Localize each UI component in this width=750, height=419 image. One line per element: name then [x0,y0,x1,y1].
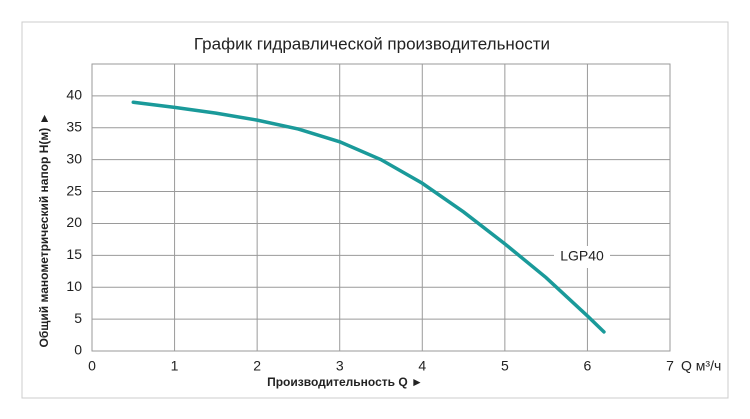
curve [131,100,606,334]
x-tick-label: 0 [88,358,96,374]
y-tick-label: 5 [74,310,82,326]
x-tick-label: 4 [418,358,426,374]
y-tick-label: 10 [66,278,82,294]
x-axis-label: Производительность Q ► [267,375,423,389]
x-unit-label: Q м³/ч [681,358,721,374]
x-tick-label: 7 [666,358,674,374]
x-tick-label: 1 [171,358,179,374]
y-axis-label: Общий манометрический напор H(м) ► [37,113,51,348]
y-tick-label: 0 [74,342,82,358]
x-tick-label: 5 [501,358,509,374]
x-tick-label: 6 [584,358,592,374]
y-tick-label: 40 [66,87,82,103]
y-tick-label: 25 [66,182,82,198]
x-tick-label: 3 [336,358,344,374]
chart-frame [21,21,729,399]
y-tick-label: 35 [66,118,82,134]
chart-title: График гидравлической производительности [194,34,550,53]
x-tick-label: 2 [253,358,261,374]
legend-box [554,246,610,268]
y-tick-label: 30 [66,150,82,166]
legend-label: LGP40 [560,248,604,264]
y-tick-label: 15 [66,246,82,262]
y-tick-label: 20 [66,214,82,230]
